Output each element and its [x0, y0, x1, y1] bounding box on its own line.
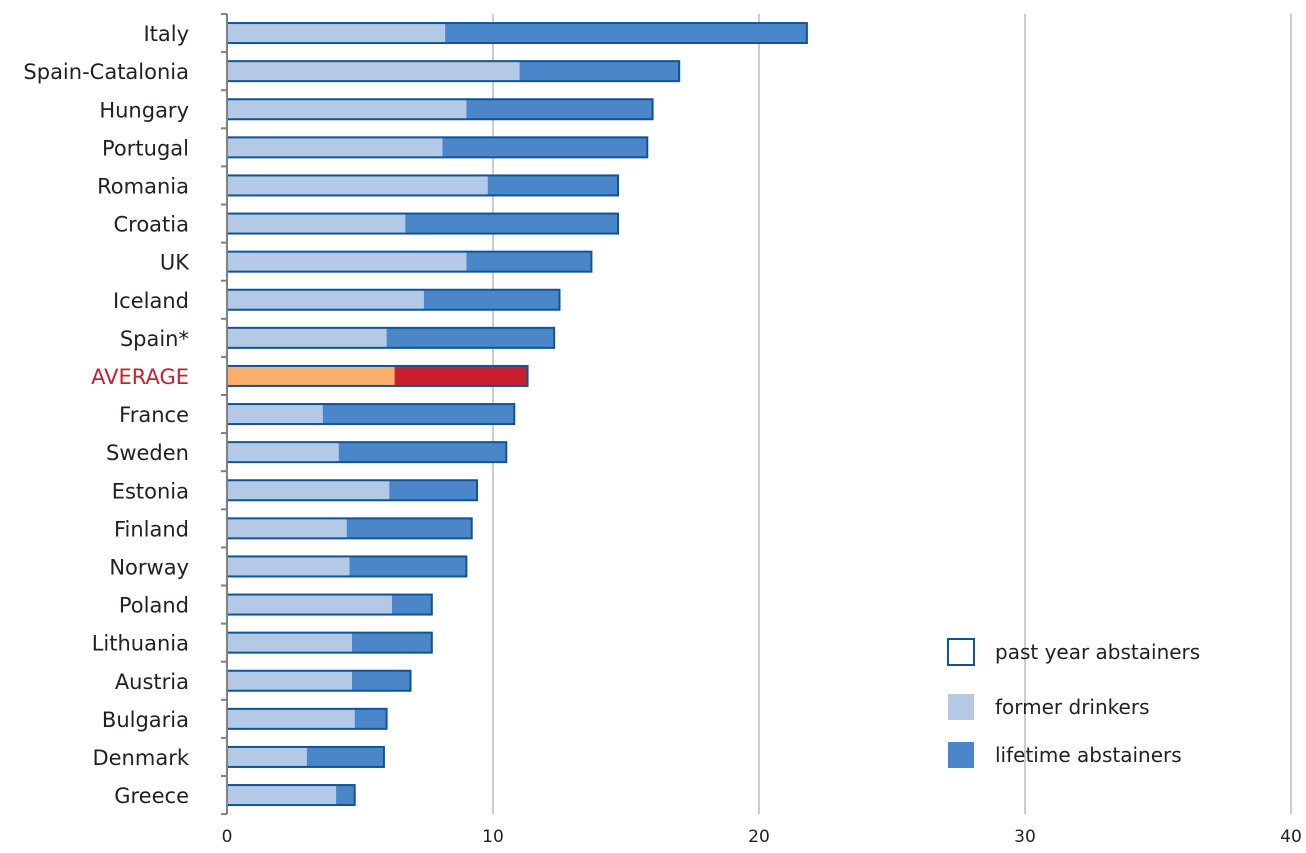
bar-former-portugal	[227, 137, 443, 158]
bar-lifetime-france	[322, 404, 515, 425]
bar-lifetime-bulgaria	[354, 708, 387, 729]
bar-lifetime-austria	[352, 670, 411, 691]
legend-former-swatch	[948, 694, 974, 720]
category-label: Spain-Catalonia	[23, 60, 189, 84]
bar-lifetime-spain-catalonia	[519, 61, 680, 82]
category-label: Hungary	[99, 98, 189, 122]
category-label: Norway	[109, 555, 189, 579]
bar-former-france	[227, 404, 323, 425]
category-label: Denmark	[92, 746, 189, 770]
category-label: France	[119, 403, 189, 427]
legend-label-lifetime: lifetime abstainers	[995, 743, 1182, 767]
bar-former-austria	[227, 670, 353, 691]
category-label: AVERAGE	[91, 365, 189, 389]
bar-former-spain-catalonia	[227, 61, 520, 82]
bar-lifetime-norway	[349, 556, 467, 577]
category-label: Lithuania	[92, 632, 189, 656]
bar-lifetime-croatia	[405, 213, 619, 234]
bar-former-average	[227, 365, 395, 386]
category-labels: Italy Spain-Catalonia Hungary Portugal Roman…	[23, 22, 190, 808]
category-label: Sweden	[106, 441, 189, 465]
bar-former-italy	[227, 23, 446, 44]
bar-lifetime-italy	[445, 23, 807, 44]
bar-former-poland	[227, 594, 392, 615]
category-label: Portugal	[102, 136, 189, 160]
bar-lifetime-poland	[391, 594, 432, 615]
x-tick-label: 30	[1014, 827, 1036, 847]
x-tick-label: 40	[1280, 827, 1302, 847]
bar-lifetime-finland	[346, 518, 472, 539]
bar-lifetime-portugal	[442, 137, 648, 158]
category-label: Bulgaria	[102, 708, 189, 732]
bar-lifetime-iceland	[423, 289, 560, 310]
x-tick-labels: 0 10 20 30 40	[222, 827, 1302, 847]
bar-former-romania	[227, 175, 488, 196]
bar-former-greece	[227, 785, 337, 806]
bar-former-hungary	[227, 99, 467, 120]
bar-lifetime-estonia	[389, 480, 478, 501]
bar-former-bulgaria	[227, 708, 355, 729]
category-label: Greece	[114, 784, 189, 808]
grid-lines	[492, 14, 1292, 815]
bar-lifetime-uk	[466, 251, 592, 272]
bar-former-norway	[227, 556, 350, 577]
bar-former-spain	[227, 327, 387, 348]
bar-lifetime-lithuania	[352, 632, 432, 653]
bar-former-estonia	[227, 480, 390, 501]
legend: past year abstainers former drinkers lif…	[947, 638, 1200, 768]
bar-lifetime-greece	[336, 785, 355, 806]
legend-label-past-year: past year abstainers	[995, 640, 1200, 664]
bar-lifetime-average	[394, 365, 528, 386]
category-label: Romania	[97, 174, 189, 198]
category-label: Poland	[119, 594, 189, 618]
bar-former-finland	[227, 518, 347, 539]
bar-lifetime-hungary	[466, 99, 653, 120]
bar-lifetime-romania	[487, 175, 619, 196]
category-label: Spain*	[120, 327, 189, 351]
bar-lifetime-spain	[386, 327, 555, 348]
category-label: Iceland	[113, 289, 189, 313]
category-label: Estonia	[112, 479, 189, 503]
bar-lifetime-sweden	[338, 442, 507, 463]
bars	[226, 22, 808, 807]
bar-former-denmark	[227, 746, 307, 767]
bar-former-croatia	[227, 213, 406, 234]
bar-lifetime-denmark	[306, 746, 384, 767]
category-label: Finland	[114, 517, 189, 541]
x-tick-label: 0	[222, 827, 233, 847]
legend-label-former: former drinkers	[995, 695, 1149, 719]
category-label: Italy	[143, 22, 189, 46]
x-tick-label: 20	[748, 827, 770, 847]
legend-outline-swatch	[947, 638, 975, 666]
legend-lifetime-swatch	[948, 742, 974, 768]
category-label: Croatia	[114, 213, 190, 237]
category-label: Austria	[115, 670, 189, 694]
category-label: UK	[160, 251, 190, 275]
bar-former-lithuania	[227, 632, 353, 653]
bar-former-iceland	[227, 289, 424, 310]
bar-former-sweden	[227, 442, 339, 463]
x-tick-label: 10	[482, 827, 504, 847]
y-axis	[221, 13, 228, 816]
bar-former-uk	[227, 251, 467, 272]
